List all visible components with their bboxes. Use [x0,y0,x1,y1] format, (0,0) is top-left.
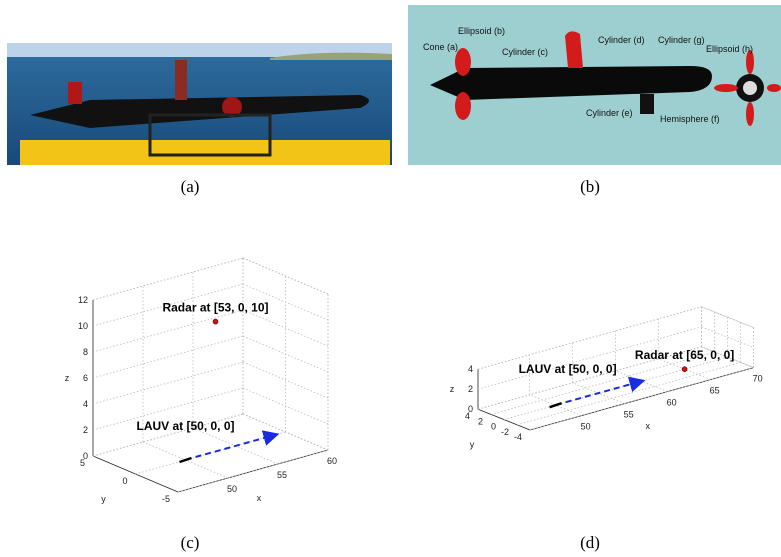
y-tick-label: -2 [501,427,509,437]
radar-label: Radar at [65, 0, 0] [635,348,734,362]
radar-marker [682,367,687,372]
z-tick-label: 6 [83,373,88,383]
caption: (d) [580,533,600,552]
fin-top [455,48,471,76]
y-axis-label: y [101,494,106,504]
part-label: Cylinder (c) [502,47,548,57]
x-tick-label: 60 [667,398,677,408]
radar-label: Radar at [53, 0, 10] [162,301,268,315]
z-axis-label: z [450,384,455,394]
y-tick-label: -4 [514,432,522,442]
rear-fin [714,84,738,92]
part-label: Cylinder (d) [598,35,645,45]
lauv-label: LAUV at [50, 0, 0] [519,362,617,376]
z-tick-label: 12 [78,295,88,305]
part-label: Ellipsoid (b) [458,26,505,36]
x-tick-label: 50 [581,422,591,432]
part-label: Cone (a) [423,42,458,52]
x-tick-label: 70 [753,374,763,384]
part-label: Hemisphere (f) [660,114,720,124]
x-tick-label: 55 [277,470,287,480]
fin-bottom [455,92,471,120]
caption: (a) [181,177,200,196]
z-tick-label: 8 [83,347,88,357]
y-tick-label: 0 [491,422,496,432]
x-tick-label: 55 [624,410,634,420]
mast [175,60,187,100]
x-axis-label: x [257,493,262,503]
part-label: Ellipsoid (h) [706,44,753,54]
y-tick-label: -5 [162,494,170,504]
x-tick-label: 65 [710,386,720,396]
propeller [743,81,757,95]
caption: (c) [181,533,200,552]
y-tick-label: 0 [122,476,127,486]
rear-fin [746,102,754,126]
figure: (a) Cone (a) Ellipsoid (b) Cylinder (c) … [0,0,781,557]
grid-line [702,327,754,348]
heading-arrow [566,381,642,402]
part-label: Cylinder (e) [586,108,633,118]
z-tick-label: 10 [78,321,88,331]
x-tick-label: 60 [327,456,337,466]
grid-line [93,310,243,352]
cylinder-e [640,94,654,114]
z-tick-label: 0 [83,451,88,461]
z-tick-label: 2 [83,425,88,435]
grid-line [93,336,243,378]
x-tick-label: 50 [227,484,237,494]
y-axis-label: y [470,440,475,450]
fin [68,82,82,104]
x-axis-label: x [646,421,651,431]
lauv-marker [180,458,192,462]
z-axis-label: z [65,373,70,383]
grid-line [93,258,243,300]
z-tick-label: 0 [468,404,473,414]
rear-fin [767,84,781,92]
z-tick-label: 2 [468,384,473,394]
radar-marker [213,319,218,324]
z-tick-label: 4 [468,364,473,374]
part-label: Cylinder (g) [658,35,705,45]
lauv-label: LAUV at [50, 0, 0] [136,419,234,433]
photo-panel [7,43,392,165]
caption: (b) [580,177,600,196]
y-tick-label: 2 [478,416,483,426]
yellow-float [20,140,390,165]
heading-arrow [196,435,276,457]
grid-line [243,336,328,372]
grid-line [93,362,243,404]
z-tick-label: 4 [83,399,88,409]
